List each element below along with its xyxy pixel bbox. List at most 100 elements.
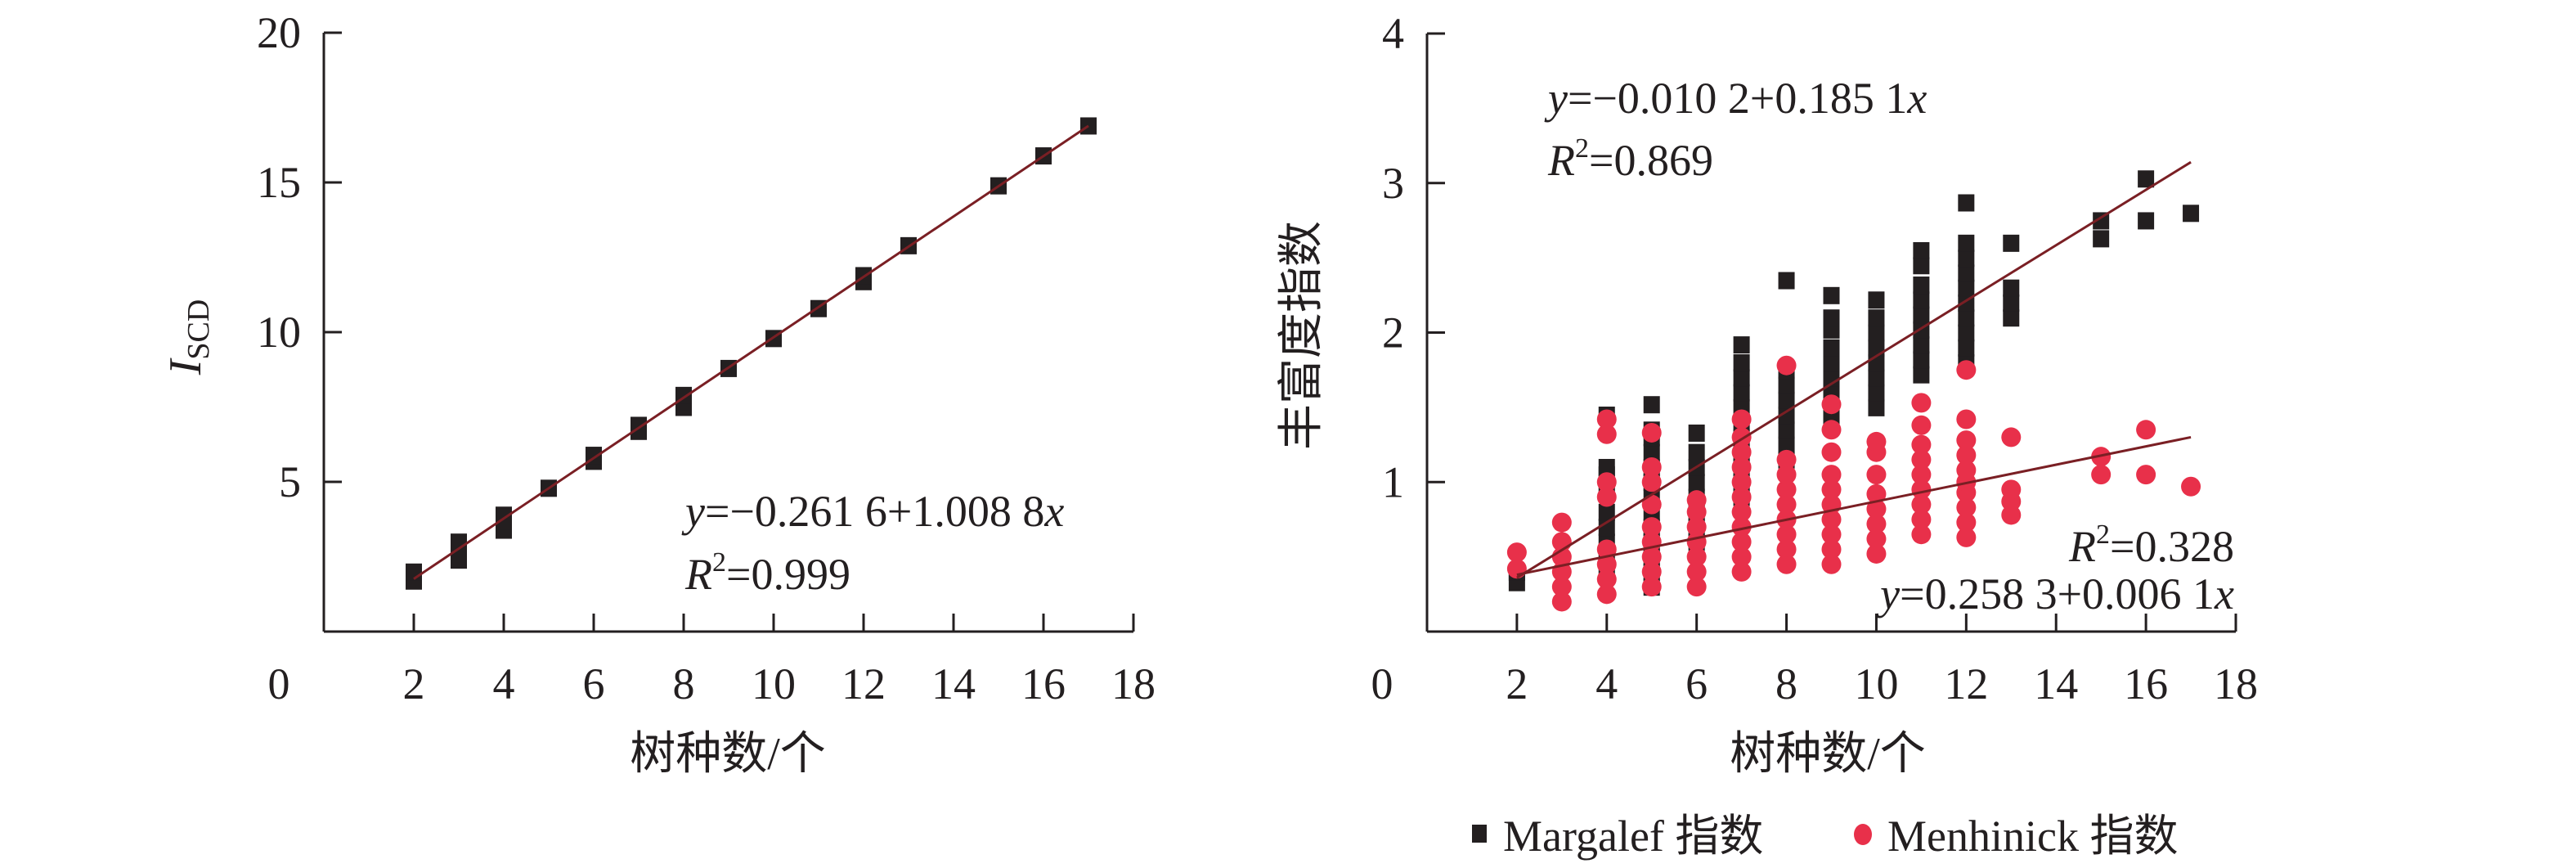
fit-line: [413, 124, 1089, 580]
data-point-square: [1778, 407, 1795, 425]
x-tick-label: 2: [403, 659, 425, 708]
data-point-circle: [1911, 415, 1932, 435]
data-point-square: [496, 506, 512, 524]
data-point-circle: [1866, 528, 1887, 549]
data-point-square: [1823, 339, 1840, 357]
data-point-circle: [1551, 512, 1572, 533]
data-point-circle: [1686, 546, 1707, 567]
data-point-square: [1913, 291, 1930, 309]
data-point-circle: [2001, 479, 2022, 500]
data-point-circle: [1596, 554, 1617, 574]
data-point-circle: [1821, 479, 1842, 500]
data-point-square: [1823, 309, 1840, 327]
data-point-circle: [1866, 514, 1887, 534]
data-point-circle: [2001, 427, 2022, 447]
data-point-circle: [1821, 442, 1842, 462]
margalef-r-squared: R2=0.869: [1547, 133, 1713, 185]
data-point-circle: [1956, 512, 1977, 533]
x-tick-label: 4: [1595, 659, 1618, 708]
x-tick-label: 8: [673, 659, 695, 708]
data-point-circle: [1641, 577, 1662, 597]
data-point-circle: [1956, 460, 1977, 480]
menhinick-r-squared: R2=0.328: [2068, 519, 2234, 571]
data-point-square: [2138, 170, 2155, 188]
data-point-square: [2003, 294, 2020, 312]
data-point-square: [1913, 336, 1930, 354]
x-tick-label: 18: [1111, 659, 1156, 708]
data-point-square: [2003, 279, 2020, 297]
data-point-square: [1913, 257, 1930, 275]
data-point-circle: [1686, 577, 1707, 597]
data-point-circle: [1956, 445, 1977, 465]
data-point-circle: [1956, 497, 1977, 518]
data-point-square: [1868, 398, 1885, 416]
data-point-square: [1913, 241, 1930, 259]
legend: Margalef 指数 Menhinick 指数: [1472, 812, 2178, 861]
data-point-circle: [1731, 442, 1752, 462]
x-tick-label: 6: [583, 659, 605, 708]
data-point-square: [1778, 436, 1795, 454]
data-point-square: [1913, 366, 1930, 384]
data-point-circle: [1776, 554, 1797, 574]
y-tick-label: 1: [1382, 457, 1404, 506]
left-r-squared: R2=0.999: [684, 547, 850, 599]
data-point-circle: [1911, 434, 1932, 455]
data-point-square: [1868, 309, 1885, 327]
data-point-square: [1958, 264, 1975, 282]
legend-menhinick-marker: [1854, 824, 1872, 845]
series-1: [1506, 355, 2201, 612]
data-point-square: [1733, 384, 1750, 402]
data-point-circle: [1686, 517, 1707, 537]
left-x-axis-label: 树种数/个: [630, 729, 826, 780]
data-point-circle: [1731, 487, 1752, 507]
data-point-circle: [1551, 577, 1572, 597]
data-point-circle: [1866, 543, 1887, 564]
data-point-square: [1733, 354, 1750, 372]
data-point-square: [1778, 391, 1795, 409]
data-point-circle: [1596, 424, 1617, 444]
data-point-circle: [1956, 430, 1977, 451]
menhinick-fit-equation: y=0.258 3+0.006 1x: [1876, 569, 2234, 618]
data-point-square: [2183, 205, 2200, 223]
x-tick-label: 2: [1506, 659, 1528, 708]
data-point-square: [1958, 339, 1975, 357]
data-point-circle: [1866, 465, 1887, 485]
data-point-circle: [1911, 393, 1932, 413]
data-point-circle: [1911, 509, 1932, 529]
x-tick-label: 12: [1944, 659, 1988, 708]
data-point-circle: [1596, 487, 1617, 507]
x-tick-label: 8: [1775, 659, 1797, 708]
data-point-circle: [1821, 539, 1842, 560]
data-point-square: [1733, 336, 1750, 354]
data-point-square: [1913, 277, 1930, 295]
data-point-square: [1958, 324, 1975, 342]
data-point-circle: [1821, 420, 1842, 440]
data-point-circle: [2091, 465, 2112, 485]
data-point-circle: [1956, 409, 1977, 430]
data-point-square: [1688, 474, 1705, 492]
data-point-square: [2093, 212, 2110, 230]
x-tick-label: 18: [2214, 659, 2258, 708]
data-point-square: [1598, 519, 1615, 537]
data-point-square: [1598, 503, 1615, 521]
data-point-square: [1958, 234, 1975, 252]
x-tick-label: 14: [931, 659, 976, 708]
data-point-circle: [1911, 524, 1932, 545]
data-point-square: [1643, 396, 1660, 414]
left-fit-equation: y=−0.261 6+1.008 8x: [681, 487, 1064, 536]
data-point-square: [1778, 272, 1795, 290]
data-point-circle: [1641, 561, 1662, 582]
data-point-circle: [1641, 494, 1662, 515]
legend-margalef-label: Margalef 指数: [1503, 812, 1763, 861]
data-point-circle: [1821, 524, 1842, 545]
y-tick-label: 5: [279, 457, 301, 506]
data-point-circle: [1731, 532, 1752, 552]
data-point-circle: [1776, 449, 1797, 470]
x-tick-label: 16: [2124, 659, 2168, 708]
x-tick-label: 0: [1371, 659, 1393, 708]
data-point-circle: [1911, 449, 1932, 470]
data-point-square: [1868, 291, 1885, 309]
data-point-circle: [1596, 472, 1617, 492]
